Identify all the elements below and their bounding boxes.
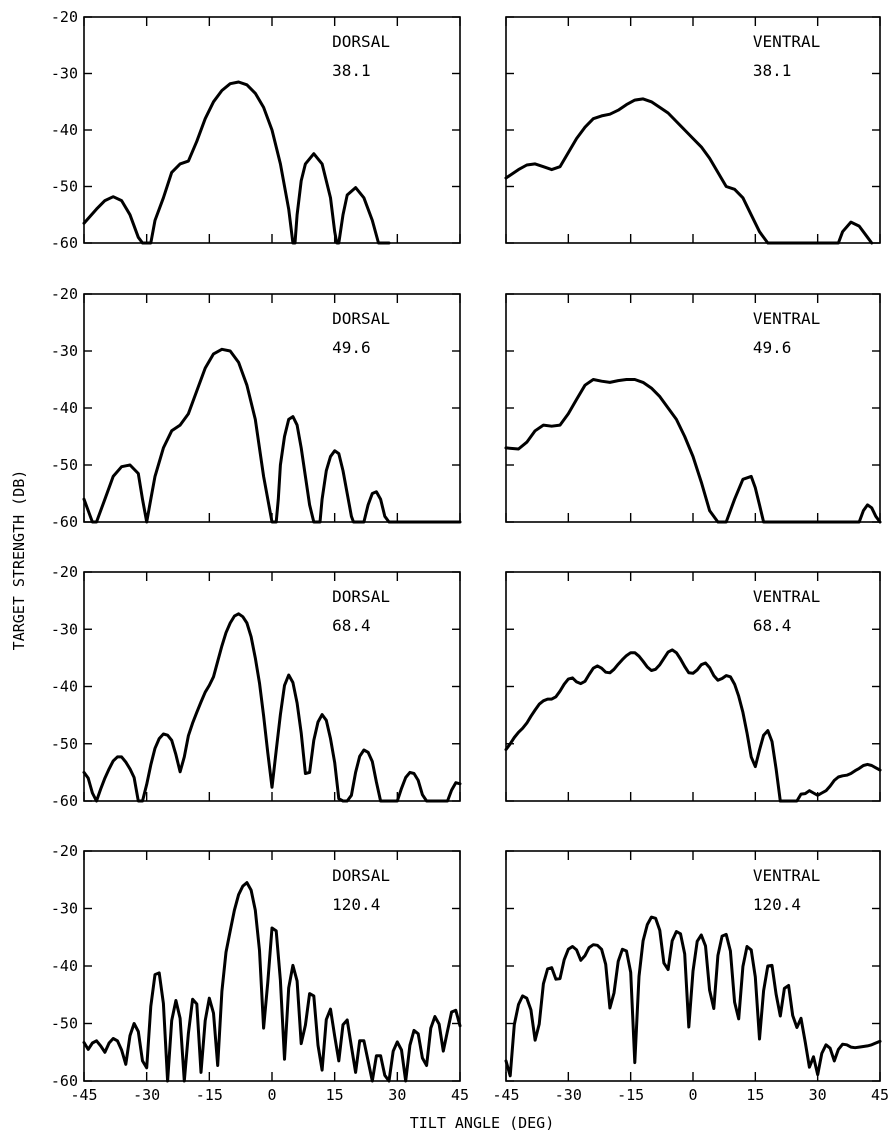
y-tick-label: -40: [51, 957, 78, 975]
frequency-label: 38.1: [753, 61, 792, 80]
frequency-label: 49.6: [753, 338, 792, 357]
x-tick-label: 0: [267, 1086, 276, 1104]
x-tick-label: 15: [326, 1086, 344, 1104]
y-tick-label: -30: [51, 620, 78, 638]
side-label: DORSAL: [332, 866, 390, 885]
frequency-label: 49.6: [332, 338, 371, 357]
y-tick-label: -20: [51, 563, 78, 581]
panel-ventral-49.6: VENTRAL 49.6: [504, 293, 882, 524]
y-tick-label: -40: [51, 399, 78, 417]
x-tick-label: -15: [196, 1086, 223, 1104]
x-tick-label: 0: [688, 1086, 697, 1104]
target-strength-curve: [82, 80, 391, 245]
x-tick-label: 30: [809, 1086, 827, 1104]
target-strength-curve: [82, 612, 462, 803]
side-label: VENTRAL: [753, 309, 820, 328]
frequency-label: 120.4: [753, 895, 801, 914]
y-tick-label: -60: [51, 1072, 78, 1090]
frequency-label: 38.1: [332, 61, 371, 80]
y-tick-label: -60: [51, 792, 78, 810]
x-tick-label: -30: [555, 1086, 582, 1104]
panel-ventral-68.4: VENTRAL 68.4: [504, 571, 882, 803]
side-label: DORSAL: [332, 32, 390, 51]
y-tick-label: -20: [51, 8, 78, 26]
side-label: VENTRAL: [753, 32, 820, 51]
target-strength-curve: [82, 347, 462, 524]
y-tick-label: -40: [51, 121, 78, 139]
y-axis-label: TARGET STRENGTH (DB): [10, 470, 28, 651]
y-tick-label: -50: [51, 456, 78, 474]
y-tick-label: -20: [51, 285, 78, 303]
x-tick-label: 45: [871, 1086, 889, 1104]
target-strength-curve: [82, 881, 462, 1083]
y-tick-label: -40: [51, 678, 78, 696]
y-tick-label: -50: [51, 1015, 78, 1033]
frequency-label: 68.4: [753, 616, 792, 635]
panel-dorsal-49.6: -20 -30 -40 -50 -60 DORSAL 49.6: [51, 285, 462, 531]
target-strength-curve: [504, 378, 882, 524]
target-strength-curve: [504, 648, 882, 803]
x-tick-label: 45: [451, 1086, 469, 1104]
y-tick-label: -60: [51, 234, 78, 252]
side-label: DORSAL: [332, 309, 390, 328]
x-tick-label: 30: [388, 1086, 406, 1104]
side-label: DORSAL: [332, 587, 390, 606]
panel-ventral-120.4: -45 -30 -15 0 15 30 45 VENTRAL 120.4: [492, 850, 889, 1104]
y-tick-label: -50: [51, 178, 78, 196]
x-tick-label: -30: [133, 1086, 160, 1104]
plot-frame: [83, 571, 461, 802]
frequency-label: 68.4: [332, 616, 371, 635]
plot-frame: [505, 16, 881, 244]
y-tick-label: -30: [51, 342, 78, 360]
x-axis-label: TILT ANGLE (DEG): [410, 1114, 555, 1132]
x-tick-label: 15: [746, 1086, 764, 1104]
y-tick-label: -30: [51, 65, 78, 83]
x-tick-label: -45: [492, 1086, 519, 1104]
side-label: VENTRAL: [753, 866, 820, 885]
x-tick-label: -15: [617, 1086, 644, 1104]
target-strength-curve: [504, 915, 882, 1078]
panel-dorsal-120.4: -20 -30 -40 -50 -60-45 -30 -15 0 15 30 45 DORSAL 120…: [51, 842, 469, 1104]
panel-ventral-38.1: VENTRAL 38.1: [504, 16, 881, 245]
panel-dorsal-68.4: -20 -30 -40 -50 -60 DORSAL 68.4: [51, 563, 462, 810]
panel-dorsal-38.1: -20 -30 -40 -50 -60 DORSAL 38.1: [51, 8, 461, 252]
side-label: VENTRAL: [753, 587, 820, 606]
y-tick-label: -20: [51, 842, 78, 860]
plot-frame: [505, 293, 881, 523]
y-tick-label: -30: [51, 900, 78, 918]
frequency-label: 120.4: [332, 895, 380, 914]
y-tick-label: -60: [51, 513, 78, 531]
target-strength-curve: [504, 97, 874, 245]
y-tick-label: -50: [51, 735, 78, 753]
x-tick-label: -45: [70, 1086, 97, 1104]
